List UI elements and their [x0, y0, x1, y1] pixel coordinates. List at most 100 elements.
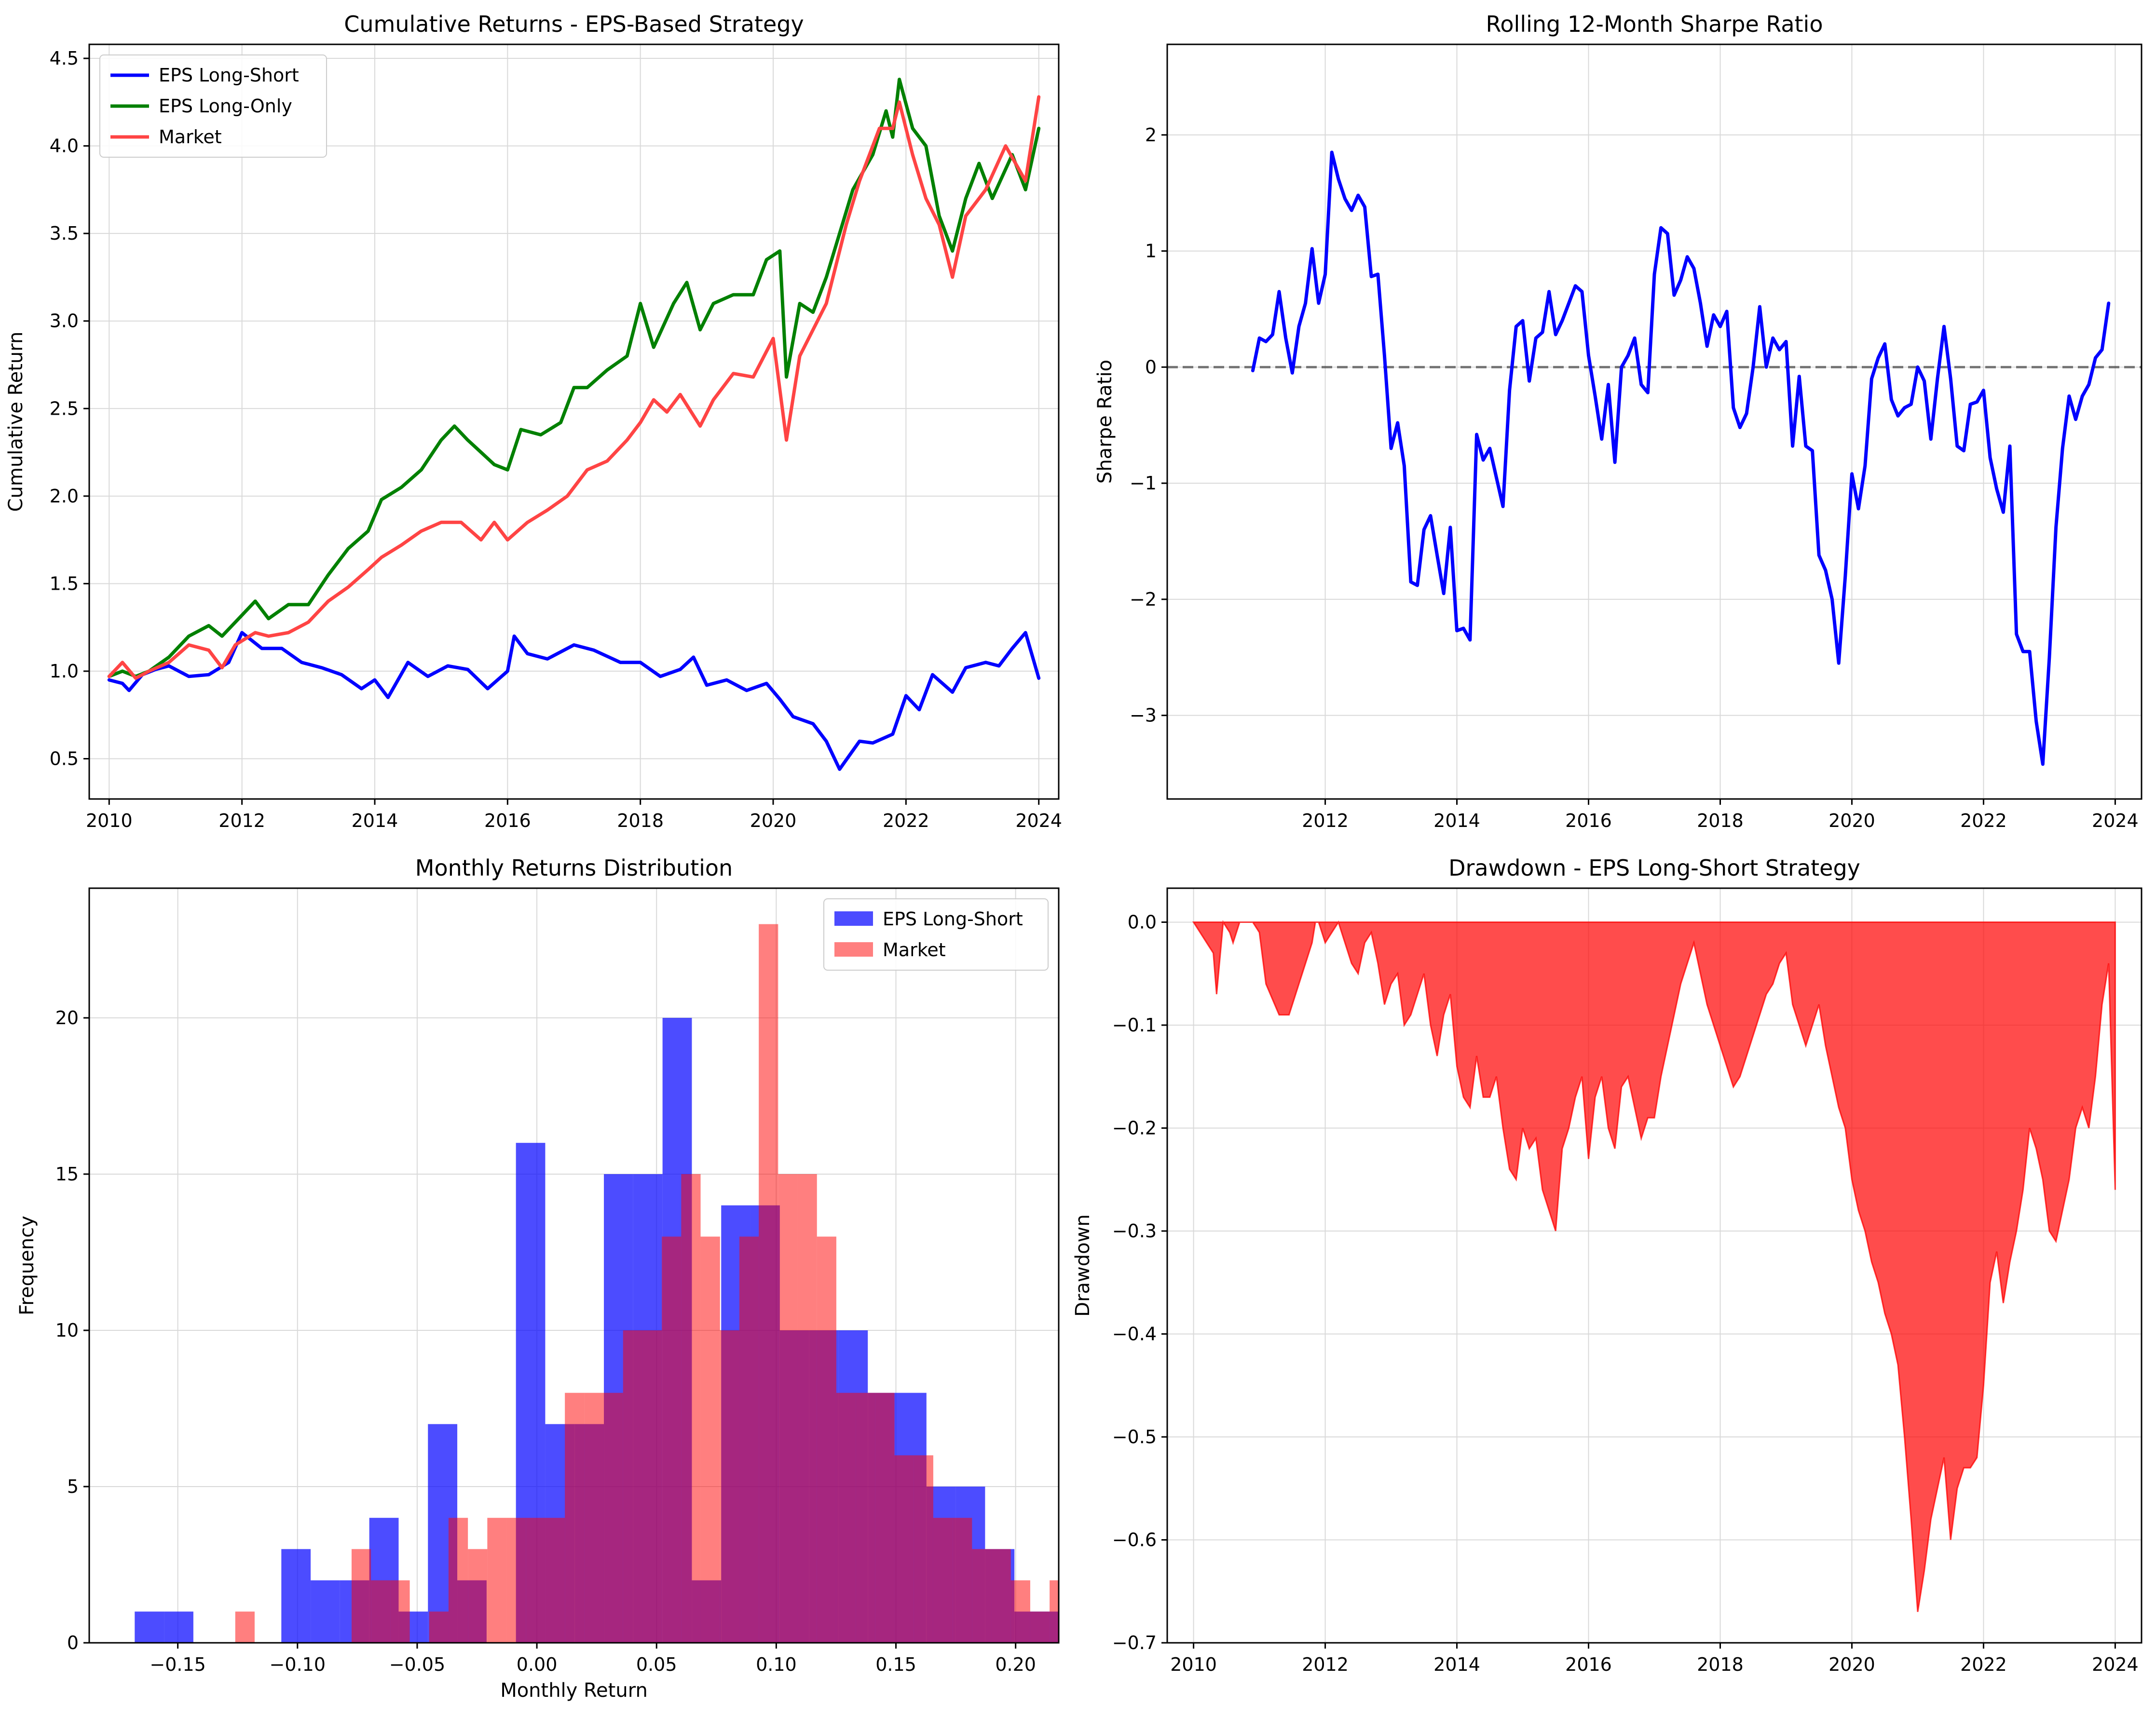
y-tick-label: −0.2	[1112, 1117, 1157, 1138]
y-tick-label: 0.5	[50, 748, 79, 769]
x-tick-label: 2016	[484, 810, 531, 831]
histogram-bar	[1337, 1611, 1366, 1643]
x-tick-label: 2018	[617, 810, 664, 831]
plot-area	[1192, 920, 2116, 1612]
legend-label: EPS Long-Short	[883, 908, 1023, 930]
axes-frame	[88, 43, 1060, 800]
series-line-eps-long-short	[107, 631, 1041, 771]
chart-title: Cumulative Returns - EPS-Based Strategy	[344, 11, 804, 37]
histogram-bar	[1190, 1611, 1220, 1643]
chart-panel-3: −0.15 −0.10 −0.05 0.00 0.05 0.10 0.15 0.20 0 5 10 1…	[16, 855, 1366, 1702]
series-line-eps-long-only	[107, 78, 1041, 678]
chart-panel-1: 2010 2012 2014 2016 2018 2020 2022 2024 0.5 1.0 1.…	[5, 11, 1062, 831]
legend-swatch	[834, 911, 873, 926]
chart-title: Drawdown - EPS Long-Short Strategy	[1448, 855, 1860, 881]
x-tick-label: 2010	[86, 810, 133, 831]
x-tick-label: −0.15	[150, 1654, 205, 1675]
x-tick-label: 2020	[1829, 1654, 1875, 1675]
x-tick-label: 2014	[352, 810, 398, 831]
x-tick-label: 2024	[2092, 810, 2139, 831]
histogram-bar	[135, 1611, 164, 1643]
chart-panel-2: 2012 2014 2016 2018 2020 2022 2024 −3 −2 −1 0 1 2 Rol…	[1094, 11, 2142, 831]
y-tick-label: 0.0	[1128, 911, 1157, 933]
x-axis-label: Monthly Return	[500, 1679, 648, 1702]
grid-lines	[1167, 44, 2142, 799]
histogram-bar	[1030, 1611, 1050, 1643]
y-tick-label: 4.5	[50, 48, 79, 69]
series-line-market	[107, 95, 1041, 680]
x-tick-label: 2024	[1015, 810, 1062, 831]
histogram-bar	[390, 1580, 410, 1643]
legend: EPS Long-Short Market	[823, 898, 1049, 971]
y-axis-label: Sharpe Ratio	[1094, 360, 1116, 484]
histogram-bar	[1089, 1611, 1108, 1643]
legend-box	[823, 898, 1049, 971]
grid-lines	[89, 44, 1059, 799]
x-tick-label: −0.10	[270, 1654, 326, 1675]
y-tick-label: 2.5	[50, 398, 79, 419]
y-tick-label: 1	[1145, 241, 1157, 262]
histogram-bar	[526, 1517, 546, 1643]
y-tick-label: −0.1	[1112, 1015, 1157, 1036]
histogram-bar	[468, 1549, 488, 1643]
y-tick-label: 0	[67, 1632, 79, 1653]
histogram-bar	[759, 924, 778, 1643]
histogram-bar	[487, 1517, 507, 1643]
histogram-bar	[1308, 1611, 1337, 1643]
histogram-bar	[164, 1611, 193, 1643]
histogram-bar	[875, 1393, 895, 1643]
x-tick-label: −0.05	[389, 1654, 445, 1675]
histogram-bar	[584, 1393, 604, 1643]
plot-area	[1167, 150, 2142, 766]
legend-swatch	[834, 942, 873, 957]
histogram-bar	[1161, 1580, 1190, 1643]
y-tick-label: −2	[1130, 589, 1157, 610]
x-tick-label: 0.05	[636, 1654, 677, 1675]
x-tick-label: 2012	[218, 810, 265, 831]
histogram-bar	[836, 1393, 856, 1643]
histogram-bar	[856, 1393, 875, 1643]
x-tick-label: 2022	[1960, 810, 2007, 831]
histogram-bar	[1010, 1580, 1030, 1643]
histogram-series-2	[235, 924, 1108, 1643]
histogram-bar	[603, 1393, 623, 1643]
y-tick-label: 1.0	[50, 661, 79, 682]
x-tick-label: 2014	[1433, 810, 1480, 831]
y-axis-label: Cumulative Return	[5, 332, 27, 512]
chart-panel-4: 2010 2012 2014 2016 2018 2020 2022 2024 0.0 −0.1 −…	[1072, 855, 2142, 1675]
histogram-bar	[235, 1611, 255, 1643]
y-tick-label: 5	[67, 1476, 79, 1497]
plot-area	[135, 924, 1366, 1643]
x-tick-label: 2016	[1565, 1654, 1612, 1675]
y-tick-label: −0.5	[1112, 1426, 1157, 1448]
y-tick-label: 15	[55, 1164, 79, 1185]
axes-frame	[1166, 887, 2142, 1644]
y-tick-label: 3.5	[50, 223, 79, 244]
y-tick-label: 10	[55, 1320, 79, 1341]
x-tick-label: 2010	[1170, 1654, 1217, 1675]
histogram-bar	[817, 1236, 836, 1643]
y-tick-label: −0.3	[1112, 1220, 1157, 1242]
histogram-bar	[720, 1330, 739, 1643]
histogram-bar	[1050, 1580, 1059, 1643]
legend-label: Market	[883, 939, 946, 961]
chart-title: Rolling 12-Month Sharpe Ratio	[1486, 11, 1823, 37]
y-axis-label: Frequency	[16, 1216, 38, 1315]
y-axis-label: Drawdown	[1072, 1214, 1094, 1316]
y-tick-label: −0.4	[1112, 1323, 1157, 1344]
legend-label: Market	[159, 126, 222, 148]
x-tick-label: 2018	[1697, 1654, 1744, 1675]
y-tick-label: 2.0	[50, 486, 79, 507]
histogram-bar	[623, 1330, 642, 1643]
histogram-bar	[778, 1174, 798, 1643]
y-tick-label: 2	[1145, 124, 1157, 146]
histogram-bar	[739, 1236, 759, 1643]
histogram-bar	[662, 1236, 682, 1643]
histogram-bar	[681, 1174, 701, 1643]
y-tick-label: −0.7	[1112, 1632, 1157, 1653]
legend-label: EPS Long-Short	[159, 65, 299, 86]
x-tick-label: 2012	[1302, 1654, 1349, 1675]
legend: EPS Long-Short EPS Long-Only Market	[99, 54, 327, 158]
y-tick-label: 4.0	[50, 135, 79, 157]
histogram-bar	[797, 1174, 817, 1643]
